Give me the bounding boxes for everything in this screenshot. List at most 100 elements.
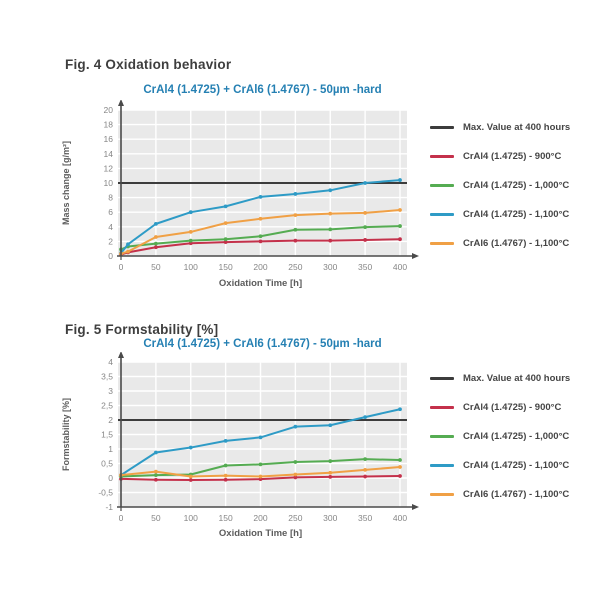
y-axis-arrow-icon	[118, 100, 124, 106]
data-point	[328, 211, 333, 216]
y-tick-label: 4	[108, 222, 113, 232]
data-point	[398, 407, 402, 412]
data-point	[328, 474, 333, 479]
data-point	[223, 438, 228, 443]
data-point	[223, 240, 228, 245]
x-axis-title: Oxidation Time [h]	[219, 278, 302, 289]
legend-item: CrAl4 (1.4725) - 900°C	[430, 142, 570, 171]
data-point	[293, 192, 298, 196]
legend-label: CrAl4 (1.4725) - 1,000°C	[463, 431, 570, 442]
y-tick-label: 18	[104, 120, 114, 130]
x-axis-arrow-icon	[412, 253, 419, 259]
data-point	[363, 211, 368, 215]
legend-label: Max. Value at 400 hours	[463, 373, 571, 384]
y-tick-label: 3,5	[101, 372, 113, 382]
y-tick-label: 4	[108, 357, 113, 367]
x-tick-label: 50	[151, 513, 161, 523]
figure-4-heading: Fig. 4 Oxidation behavior	[65, 57, 232, 72]
legend-swatch	[430, 435, 454, 438]
legend-label: CrAl4 (1.4725) - 1,100°C	[463, 209, 570, 220]
y-axis-arrow-icon	[118, 352, 124, 358]
legend-item: Max. Value at 400 hours	[430, 364, 570, 393]
series-line	[120, 209, 401, 255]
data-point	[328, 459, 333, 464]
legend-swatch	[430, 184, 454, 187]
data-point	[188, 474, 193, 479]
legend-swatch	[430, 377, 454, 380]
series-line	[120, 238, 401, 256]
y-tick-label: 0	[108, 251, 113, 261]
x-axis-arrow-icon	[412, 504, 419, 510]
y-tick-label: 1	[108, 444, 113, 454]
data-point	[258, 462, 263, 467]
x-tick-label: 400	[393, 513, 407, 523]
legend-swatch	[430, 464, 454, 467]
x-tick-label: 100	[184, 262, 198, 272]
data-point	[126, 249, 130, 254]
y-tick-label: 6	[108, 207, 113, 217]
y-axis-title: Formstability [%]	[61, 398, 71, 471]
legend-item: Max. Value at 400 hours	[430, 113, 570, 142]
data-point	[188, 238, 193, 243]
formstability-chart-title: CrAl4 (1.4725) + CrAl6 (1.4767) - 50µm -…	[143, 338, 382, 350]
legend-label: Max. Value at 400 hours	[463, 122, 571, 133]
y-tick-label: 0	[108, 473, 113, 483]
legend-item: CrAl4 (1.4725) - 1,000°C	[430, 422, 570, 451]
y-tick-label: -1	[105, 502, 113, 512]
data-point	[328, 227, 333, 232]
data-point	[328, 238, 333, 243]
data-point	[398, 237, 402, 242]
data-point	[398, 224, 402, 228]
data-point	[188, 230, 193, 234]
legend-item: CrAl4 (1.4725) - 1,100°C	[430, 451, 570, 480]
x-tick-label: 100	[184, 513, 198, 523]
data-point	[258, 435, 263, 440]
legend-label: CrAl4 (1.4725) - 900°C	[463, 151, 562, 162]
legend-swatch	[430, 126, 454, 129]
data-point	[126, 242, 130, 247]
y-axis-title: Mass change [g/m²]	[61, 141, 71, 225]
data-point	[293, 472, 298, 477]
data-point	[153, 241, 158, 246]
data-point	[328, 188, 333, 193]
oxidation-chart-title: CrAl4 (1.4725) + CrAl6 (1.4767) - 50µm -…	[143, 84, 382, 96]
x-tick-label: 250	[288, 513, 302, 523]
y-tick-label: 20	[104, 105, 114, 115]
data-point	[398, 474, 402, 478]
data-point	[363, 474, 368, 479]
x-axis-title: Oxidation Time [h]	[219, 528, 302, 539]
data-point	[153, 221, 158, 226]
y-tick-label: 2,5	[101, 401, 113, 411]
oxidation-chart-legend: Max. Value at 400 hours CrAl4 (1.4725) - …	[430, 113, 570, 258]
data-point	[258, 477, 263, 482]
data-point	[363, 467, 368, 472]
y-tick-label: 2	[108, 236, 113, 246]
data-point	[153, 245, 158, 250]
legend-label: CrAl6 (1.4767) - 1,100°C	[463, 238, 570, 249]
data-point	[258, 239, 263, 244]
data-point	[223, 204, 228, 209]
data-point	[363, 457, 368, 462]
legend-swatch	[430, 213, 454, 216]
y-tick-label: 1,5	[101, 430, 113, 440]
x-tick-label: 300	[323, 262, 337, 272]
data-point	[223, 237, 228, 242]
data-point	[258, 234, 263, 239]
data-point	[153, 477, 158, 482]
data-point	[293, 238, 298, 243]
y-tick-label: 12	[104, 163, 114, 173]
data-point	[363, 238, 368, 242]
legend-item: CrAl4 (1.4725) - 900°C	[430, 393, 570, 422]
data-point	[153, 469, 158, 474]
y-tick-label: 14	[104, 149, 114, 159]
x-tick-label: 400	[393, 262, 407, 272]
data-point	[398, 465, 402, 469]
data-point	[328, 423, 333, 428]
formstability-chart: -1 -0,5 0 0,5 1 1,5 2 2,5 3 3,5 4 0 50 100 150 200 250 30…	[61, 352, 419, 539]
data-point	[293, 424, 298, 429]
data-point	[188, 210, 193, 215]
y-tick-label: -0,5	[98, 488, 113, 498]
y-tick-label: 3	[108, 386, 113, 396]
